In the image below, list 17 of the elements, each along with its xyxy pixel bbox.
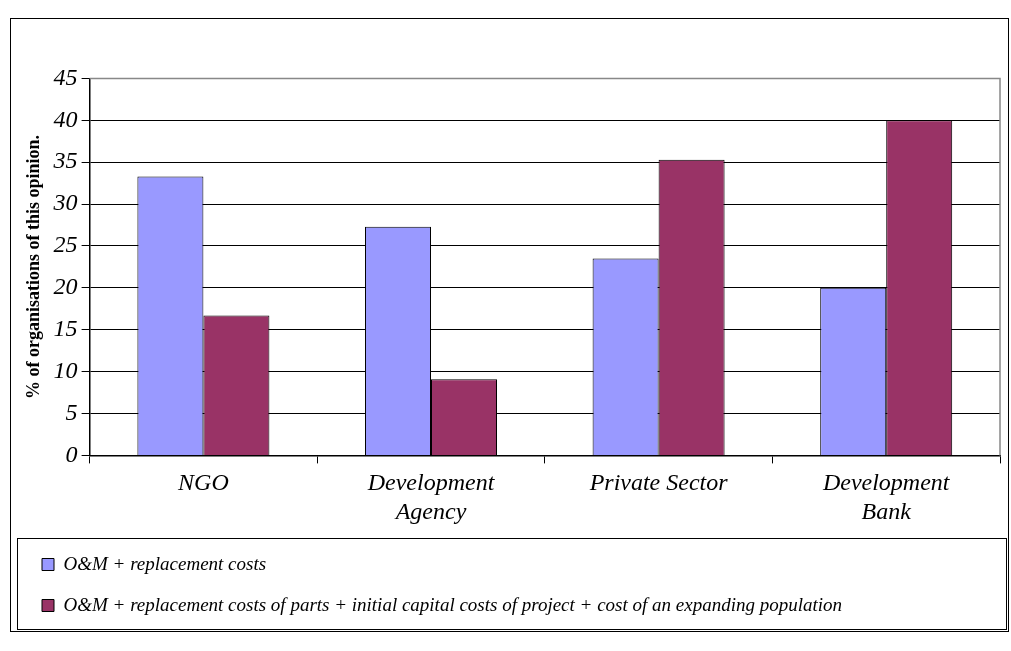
legend-label: O&M + replacement costs of parts + initial capital costs of project + cost of an expanding population bbox=[63, 593, 843, 615]
x-tick-label: NGO bbox=[177, 469, 229, 496]
y-tick-label: 15 bbox=[53, 315, 78, 342]
y-axis-title: % of organisations of this opinion. bbox=[23, 134, 44, 399]
y-tick-label: 5 bbox=[65, 398, 78, 425]
y-tick-label: 25 bbox=[53, 231, 78, 258]
x-tick-label: Private Sector bbox=[588, 469, 729, 496]
y-tick-label: 30 bbox=[52, 189, 78, 216]
legend-label: O&M + replacement costs bbox=[63, 552, 267, 574]
y-tick-label: 35 bbox=[52, 147, 78, 174]
y-tick-label: 20 bbox=[53, 273, 78, 300]
y-tick-label: 0 bbox=[65, 440, 78, 467]
y-tick-label: 45 bbox=[53, 63, 78, 90]
y-tick-label: 10 bbox=[53, 356, 78, 383]
x-tick-label: Development Bank bbox=[821, 469, 951, 524]
y-tick-label: 40 bbox=[53, 105, 78, 132]
x-tick-label: Development Agency bbox=[366, 469, 496, 524]
